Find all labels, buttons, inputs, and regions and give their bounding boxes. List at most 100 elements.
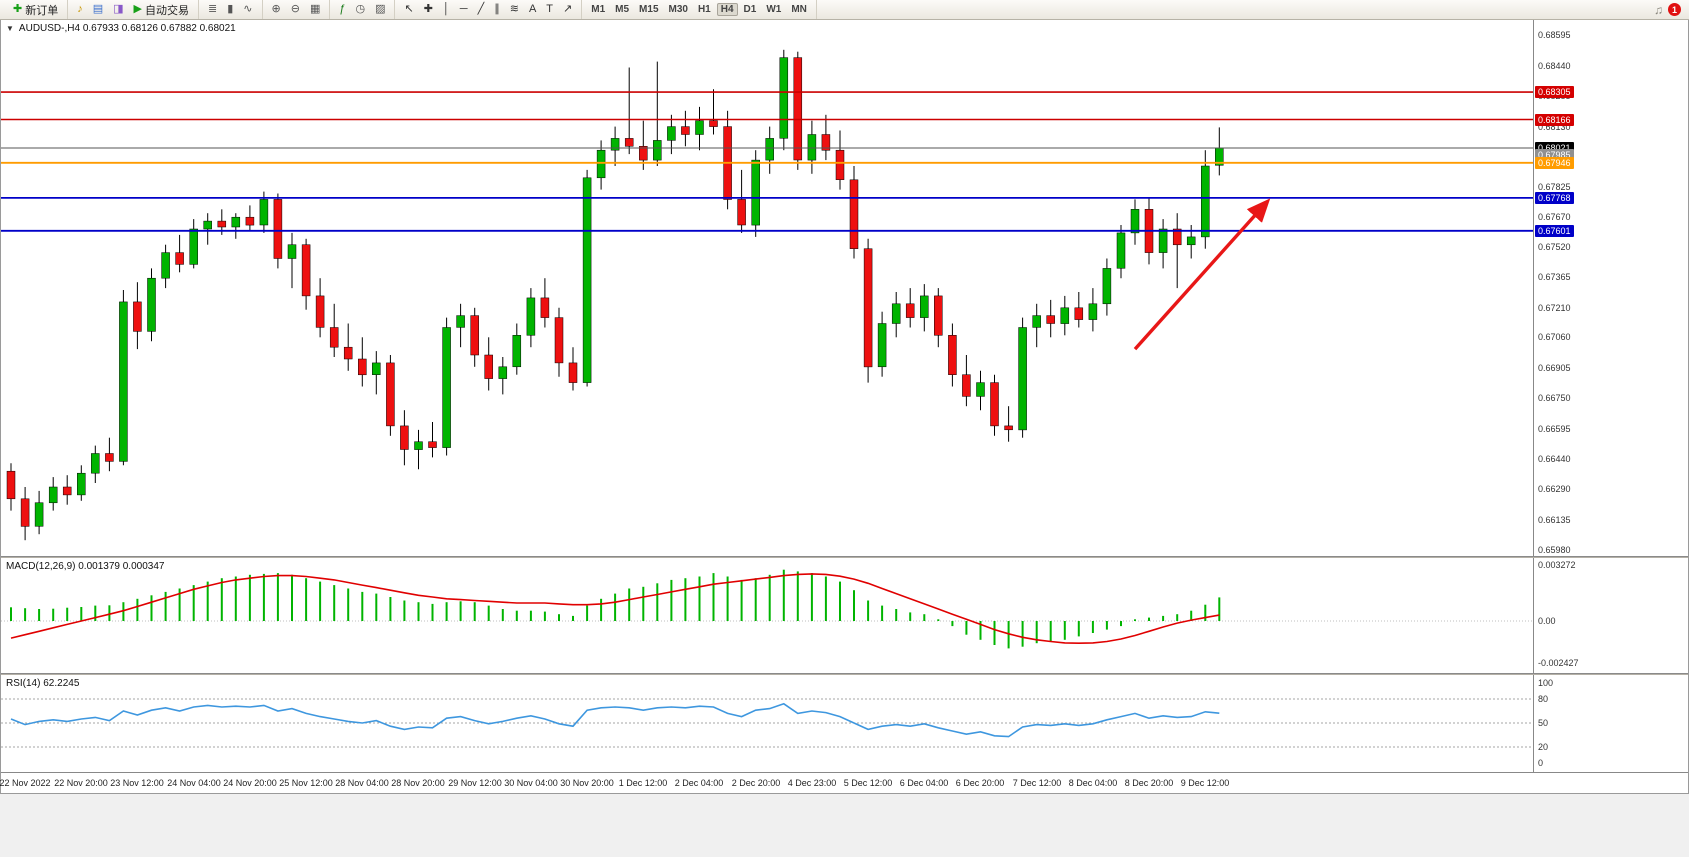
notification-badge[interactable]: 1 — [1668, 3, 1681, 16]
text-button-icon: A — [528, 3, 537, 15]
price-tick: 0.66135 — [1538, 514, 1571, 525]
chart-title: AUDUSD-,H4 0.67933 0.68126 0.67882 0.680… — [18, 23, 236, 34]
time-axis-label: 29 Nov 12:00 — [448, 778, 502, 788]
autotrading-button-label: 自动交易 — [145, 4, 189, 17]
rsi-axis[interactable]: 100 80 50 20 0 — [1533, 675, 1688, 772]
tile-windows-button[interactable]: ▦ — [306, 2, 324, 17]
periods-button[interactable]: ◷ — [351, 2, 369, 17]
timeframe-m30-button[interactable]: M30 — [668, 4, 688, 15]
autotrading-button[interactable]: ▶ 自动交易 — [130, 0, 193, 20]
price-tag[interactable]: 0.67946 — [1535, 156, 1574, 169]
macd-axis[interactable]: 0.003272 0.00 -0.002427 — [1533, 558, 1688, 673]
line-chart-button[interactable]: ∿ — [239, 2, 256, 17]
time-axis-label: 24 Nov 20:00 — [223, 778, 277, 788]
time-axis-label: 4 Dec 23:00 — [787, 778, 837, 788]
price-tick: 0.67365 — [1538, 272, 1571, 283]
periods-button-icon: ◷ — [355, 3, 366, 15]
text-label-button[interactable]: T — [542, 2, 557, 17]
line-chart-button-icon: ∿ — [243, 3, 253, 15]
notifications-icon[interactable]: ♫ — [1654, 2, 1663, 17]
timeframe-w1-button[interactable]: W1 — [766, 4, 782, 15]
text-button[interactable]: A — [525, 2, 540, 17]
templates-button-icon: ▨ — [375, 3, 386, 15]
chart-title-bar: ▼ AUDUSD-,H4 0.67933 0.68126 0.67882 0.6… — [6, 23, 236, 34]
crosshair-button-icon: ✚ — [423, 3, 433, 15]
toolbar-buttons: ✚ 新订单 ♪ ▤ ◨ ▶ 自动交易 ≣ ▮ ∿ ⊕ ⊖ ▦ ƒ ◷ ▨ ↖ ✚ │ ─ ╱ ∥ ≋ A T ↗ M1 M5 M15 M3… — [4, 0, 817, 19]
price-tag[interactable]: 0.67768 — [1535, 191, 1574, 204]
time-axis[interactable]: 22 Nov 2022 22 Nov 20:00 23 Nov 12:00 24 No… — [0, 772, 1688, 793]
rsi-title: RSI(14) 62.2245 — [6, 678, 80, 689]
new-order-button[interactable]: ✚ 新订单 — [9, 0, 62, 20]
horizontal-line-button-icon: ─ — [459, 3, 468, 15]
panel-splitter[interactable] — [1, 556, 1688, 558]
timeframe-h4-button[interactable]: H4 — [716, 3, 738, 16]
price-tag[interactable]: 0.67601 — [1535, 224, 1574, 237]
macd-axis-label: 0.00 — [1538, 616, 1556, 626]
price-tick: 0.68595 — [1538, 30, 1571, 40]
time-axis-label: 30 Nov 04:00 — [504, 778, 558, 788]
market-watch-button[interactable]: ▤ — [89, 2, 107, 17]
zoom-out-button[interactable]: ⊖ — [287, 2, 304, 17]
timeframe-mn-button[interactable]: MN — [791, 4, 807, 15]
macd-panel: 0.003272 0.00 -0.002427 MACD(12,26,9) 0.00… — [1, 558, 1688, 673]
indicators-button[interactable]: ƒ — [335, 2, 349, 17]
arrows-button-icon: ↗ — [563, 3, 573, 15]
zoom-in-button[interactable]: ⊕ — [268, 2, 285, 17]
candlestick-chart-button[interactable]: ▮ — [223, 2, 237, 17]
candlestick-chart-button-icon: ▮ — [227, 3, 234, 15]
templates-button[interactable]: ▨ — [371, 2, 389, 17]
price-tick: 0.66440 — [1538, 454, 1571, 465]
channel-button[interactable]: ∥ — [490, 2, 504, 17]
bar-chart-button[interactable]: ≣ — [204, 2, 221, 17]
price-axis[interactable]: 0.685950.684400.682850.681300.679750.678… — [1533, 20, 1688, 556]
time-axis-label: 8 Dec 04:00 — [1068, 778, 1118, 788]
price-tag[interactable]: 0.68305 — [1535, 86, 1574, 99]
timeframe-m5-button[interactable]: M5 — [615, 4, 630, 15]
price-tag[interactable]: 0.68166 — [1535, 113, 1574, 126]
macd-axis-label: -0.002427 — [1538, 657, 1579, 668]
crosshair-button[interactable]: ✚ — [420, 2, 437, 17]
panel-splitter[interactable] — [1, 673, 1688, 675]
rsi-panel: 100 80 50 20 0 RSI(14) 62.2245 — [1, 675, 1688, 772]
cursor-button[interactable]: ↖ — [400, 2, 417, 17]
price-tick: 0.66905 — [1538, 362, 1571, 373]
rsi-axis-label: 80 — [1538, 694, 1549, 704]
horizontal-line-button[interactable]: ─ — [456, 2, 472, 17]
market-watch-button-icon: ▤ — [92, 3, 104, 15]
main-chart-canvas[interactable] — [1, 20, 1533, 556]
fibonacci-button-icon: ≋ — [509, 3, 519, 15]
toolbar: ✚ 新订单 ♪ ▤ ◨ ▶ 自动交易 ≣ ▮ ∿ ⊕ ⊖ ▦ ƒ ◷ ▨ ↖ ✚ │ ─ ╱ ∥ ≋ A T ↗ M1 M5 M15 M3… — [0, 0, 1689, 20]
price-tick: 0.67825 — [1538, 181, 1571, 192]
rsi-canvas[interactable] — [1, 675, 1533, 772]
sound-alerts-button[interactable]: ♪ — [73, 2, 87, 17]
main-chart-panel: 0.685950.684400.682850.681300.679750.678… — [1, 20, 1688, 556]
trendline-button-icon: ╱ — [477, 3, 485, 15]
vertical-line-button[interactable]: │ — [439, 2, 454, 17]
macd-title: MACD(12,26,9) 0.001379 0.000347 — [6, 561, 165, 572]
collapse-arrow-icon[interactable]: ▼ — [6, 24, 14, 33]
timeframe-d1-button[interactable]: D1 — [743, 4, 757, 15]
new-order-button-label: 新订单 — [25, 4, 59, 17]
arrows-button[interactable]: ↗ — [559, 2, 576, 17]
data-window-button-icon: ◨ — [113, 3, 124, 15]
fibonacci-button[interactable]: ≋ — [506, 2, 523, 17]
rsi-axis-label: 20 — [1538, 742, 1549, 752]
timeframe-m1-button[interactable]: M1 — [591, 4, 606, 15]
time-axis-label: 24 Nov 04:00 — [167, 778, 221, 788]
new-order-button-icon: ✚ — [13, 3, 23, 15]
time-axis-label: 2 Dec 04:00 — [674, 778, 724, 788]
toolbar-right: ♫ 1 — [1654, 3, 1685, 17]
time-axis-label: 6 Dec 04:00 — [899, 778, 949, 788]
macd-axis-label: 0.003272 — [1538, 560, 1576, 570]
macd-canvas[interactable] — [1, 558, 1533, 673]
timeframe-m15-button[interactable]: M15 — [639, 4, 659, 15]
time-axis-label: 8 Dec 20:00 — [1124, 778, 1174, 788]
rsi-axis-label: 100 — [1538, 678, 1554, 688]
timeframe-h1-button[interactable]: H1 — [697, 4, 711, 15]
trend-arrow-annotation — [1133, 198, 1271, 351]
data-window-button[interactable]: ◨ — [109, 2, 127, 17]
time-axis-label: 22 Nov 2022 — [0, 778, 51, 788]
price-tick: 0.67060 — [1538, 332, 1571, 343]
price-tick: 0.66750 — [1538, 393, 1571, 404]
trendline-button[interactable]: ╱ — [474, 2, 489, 17]
